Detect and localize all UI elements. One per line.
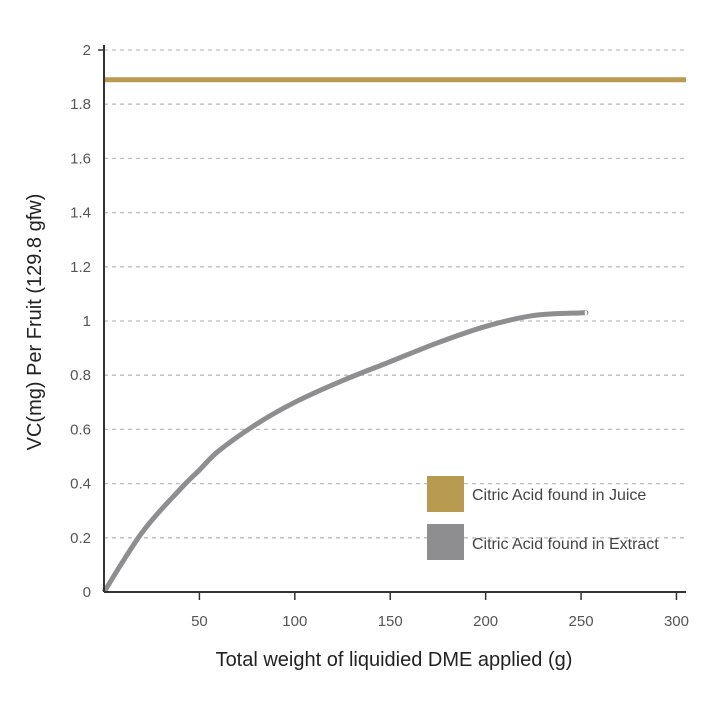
y-tick-label-4: 0.8 xyxy=(70,367,91,384)
legend-label-extract: Citric Acid found in Extract xyxy=(472,536,659,553)
x-tick-label-5: 300 xyxy=(664,613,689,630)
y-tick-label-2: 0.4 xyxy=(70,476,91,493)
series-layer xyxy=(101,77,686,594)
x-tick-label-4: 250 xyxy=(569,613,594,630)
y-tick-label-10: 2 xyxy=(83,42,91,59)
legend: Citric Acid found in Juice Citric Acid f… xyxy=(427,476,659,560)
y-axis-title: VC(mg) Per Fruit (129.8 gfw) xyxy=(24,194,46,451)
y-tick-label-0: 0 xyxy=(83,584,91,601)
y-tick-label-1: 0.2 xyxy=(70,530,91,547)
x-tick-label-1: 100 xyxy=(282,613,307,630)
x-tick-label-0: 50 xyxy=(191,613,208,630)
y-tick-label-6: 1.2 xyxy=(70,259,91,276)
legend-label-juice: Citric Acid found in Juice xyxy=(472,487,646,504)
legend-swatch-extract xyxy=(427,524,464,560)
series-line-extract xyxy=(101,310,589,594)
x-tick-label-3: 200 xyxy=(473,613,498,630)
grid-lines xyxy=(104,49,686,539)
x-axis-title: Total weight of liquidied DME applied (g… xyxy=(216,649,573,671)
y-tick-label-9: 1.8 xyxy=(70,96,91,113)
y-tick-label-3: 0.6 xyxy=(70,421,91,438)
legend-swatch-juice xyxy=(427,476,464,512)
axes xyxy=(98,45,686,600)
y-tick-label-7: 1.4 xyxy=(70,205,91,222)
y-tick-label-5: 1 xyxy=(83,313,91,330)
x-tick-label-2: 150 xyxy=(378,613,403,630)
y-tick-label-8: 1.6 xyxy=(70,150,91,167)
